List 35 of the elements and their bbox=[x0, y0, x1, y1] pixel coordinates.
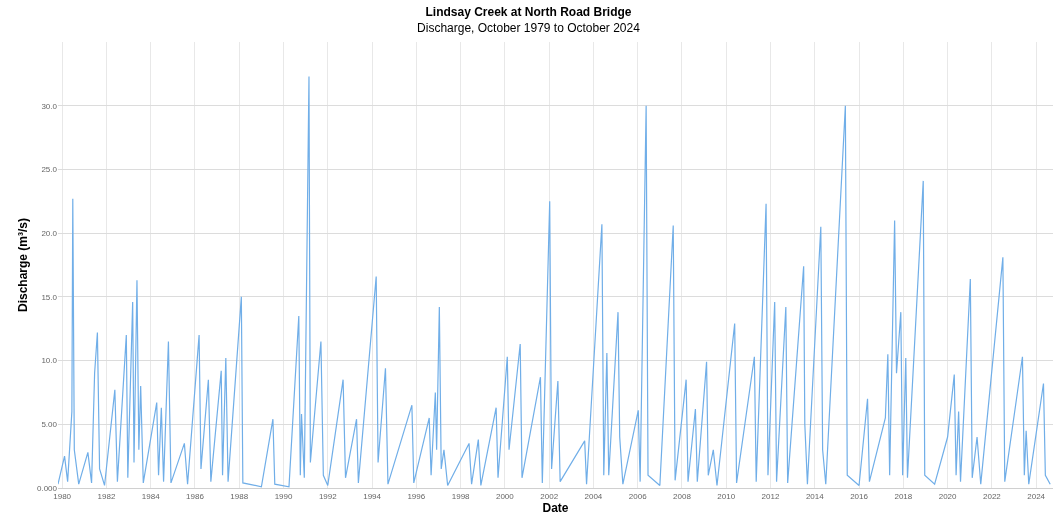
x-tick-label: 1986 bbox=[186, 491, 205, 501]
y-tick-label: 0.000 bbox=[36, 483, 58, 493]
x-tick-label: 2002 bbox=[540, 491, 559, 501]
x-tick-label: 2010 bbox=[717, 491, 736, 501]
y-tick-label: 10.0 bbox=[41, 356, 58, 366]
x-tick-label: 1980 bbox=[53, 491, 72, 501]
x-axis-title: Date bbox=[542, 500, 569, 515]
x-tick-label: 1982 bbox=[97, 491, 116, 501]
x-tick-label: 1990 bbox=[274, 491, 293, 501]
x-tick-label: 1994 bbox=[363, 491, 382, 501]
x-tick-label: 2018 bbox=[894, 491, 913, 501]
x-tick-label: 2022 bbox=[983, 491, 1002, 501]
x-tick-label: 1988 bbox=[230, 491, 249, 501]
y-tick-label: 5.00 bbox=[41, 420, 58, 430]
y-axis-title: Discharge (m³/s) bbox=[16, 217, 31, 313]
x-tick-label: 2024 bbox=[1027, 491, 1046, 501]
y-tick-label: 25.0 bbox=[41, 165, 58, 175]
x-tick-label: 2000 bbox=[495, 491, 515, 501]
x-tick-label: 1984 bbox=[141, 491, 161, 501]
y-tick-label: 15.0 bbox=[41, 292, 58, 302]
x-tick-label: 2014 bbox=[805, 491, 825, 501]
y-tick-label: 30.0 bbox=[41, 101, 58, 111]
x-tick-label: 1992 bbox=[318, 491, 338, 501]
x-tick-label: 2004 bbox=[584, 491, 603, 501]
x-tick-label: 2020 bbox=[938, 491, 958, 501]
chart-subtitle: Discharge, October 1979 to October 2024 bbox=[417, 20, 641, 35]
x-tick-label: 2016 bbox=[850, 491, 869, 501]
chart-title: Lindsay Creek at North Road Bridge bbox=[425, 4, 632, 19]
x-tick-label: 1998 bbox=[451, 491, 471, 501]
line-series bbox=[58, 75, 1051, 488]
x-tick-label: 2008 bbox=[673, 491, 692, 501]
x-tick-label: 2006 bbox=[628, 491, 648, 501]
x-tick-label: 2012 bbox=[761, 491, 780, 501]
y-tick-label: 20.0 bbox=[41, 228, 58, 238]
x-tick-label: 1996 bbox=[407, 491, 426, 501]
